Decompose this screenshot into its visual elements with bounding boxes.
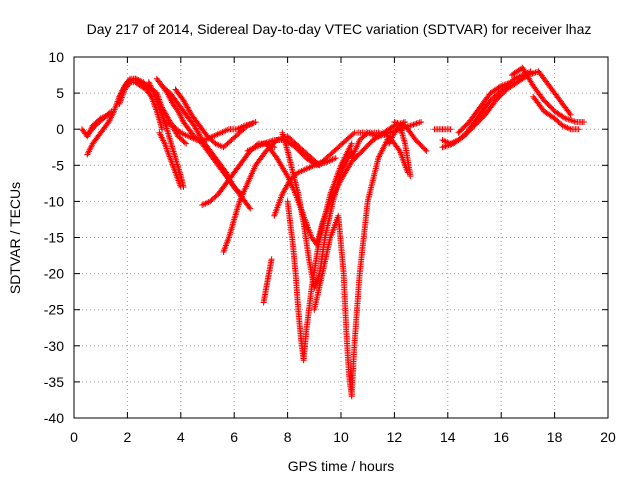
series-arc28 (455, 79, 515, 136)
data-markers (386, 122, 414, 180)
x-tick-label: 14 (440, 429, 456, 445)
x-tick-label: 2 (124, 429, 132, 445)
x-tick-label: 12 (387, 429, 403, 445)
data-markers (391, 119, 430, 154)
y-tick-label: 10 (48, 49, 64, 65)
y-tick-label: 5 (56, 85, 64, 101)
data-markers (311, 133, 393, 400)
y-tick-label: -40 (44, 410, 64, 426)
data-markers (145, 79, 187, 190)
series-arc27 (439, 68, 574, 151)
data-markers (439, 68, 574, 151)
y-tick-label: -15 (44, 230, 64, 246)
chart-title: Day 217 of 2014, Sidereal Day-to-day VTE… (87, 21, 592, 37)
data-markers (244, 137, 339, 169)
x-tick-label: 20 (600, 429, 616, 445)
x-tick-label: 18 (547, 429, 563, 445)
y-tick-label: -30 (44, 338, 64, 354)
data-markers (161, 119, 256, 143)
data-markers (260, 256, 275, 306)
data-markers (159, 82, 246, 198)
y-tick-label: -25 (44, 302, 64, 318)
x-tick-label: 10 (333, 429, 349, 445)
y-tick-label: 0 (56, 121, 64, 137)
data-markers (84, 108, 115, 138)
y-tick-label: -10 (44, 193, 64, 209)
series-arc18 (279, 129, 355, 291)
series-arc06 (145, 79, 187, 190)
y-tick-label: -5 (52, 157, 65, 173)
series-arc03 (84, 108, 115, 138)
data-markers (508, 64, 587, 125)
series-arc29 (508, 64, 587, 125)
x-tick-labels: 0 2 4 6 8 10 12 14 16 18 20 (70, 429, 616, 445)
data-markers (220, 133, 323, 255)
axis-ticks (73, 56, 609, 419)
series-arc30 (530, 93, 582, 133)
y-axis-label: SDTVAR / TECUs (7, 182, 23, 294)
x-axis-label: GPS time / hours (288, 458, 395, 474)
y-tick-label: -35 (44, 374, 64, 390)
y-tick-label: -20 (44, 266, 64, 282)
data-markers (530, 93, 582, 133)
data-markers (279, 129, 355, 291)
x-tick-label: 16 (493, 429, 509, 445)
y-tick-labels: -40 -35 -30 -25 -20 -15 -10 -5 0 5 10 (44, 49, 64, 426)
series-arc25 (431, 126, 454, 133)
data-markers (156, 129, 184, 190)
series-arc24 (391, 119, 430, 154)
series-arc23 (386, 122, 414, 180)
series-arc16 (244, 137, 339, 169)
series-arc13 (220, 133, 323, 255)
data-markers (431, 126, 454, 133)
series-arc20 (311, 133, 393, 400)
series-arc14 (260, 256, 275, 306)
data-markers (455, 79, 515, 136)
series-arc11 (156, 129, 184, 190)
series-arc08 (159, 82, 246, 198)
series-arc19 (284, 140, 355, 364)
series-arc10 (161, 119, 256, 143)
x-tick-label: 0 (70, 429, 78, 445)
x-tick-label: 4 (177, 429, 185, 445)
x-tick-label: 8 (284, 429, 292, 445)
x-tick-label: 6 (230, 429, 238, 445)
data-markers (284, 140, 355, 364)
plot-data (79, 64, 587, 400)
